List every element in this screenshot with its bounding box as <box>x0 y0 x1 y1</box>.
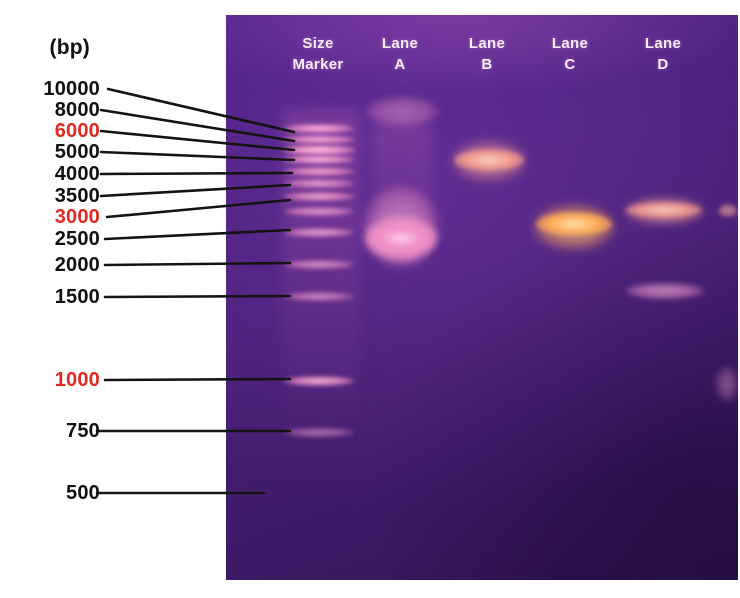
lane-header-line1: Lane <box>381 35 419 52</box>
lane-d-band-3000-edge-fragment <box>718 204 738 217</box>
ladder-band-1500 <box>284 292 354 301</box>
lane-header-line1: Size <box>302 35 334 52</box>
lane-header-line2: C <box>564 56 576 73</box>
marker-label-500: 500 <box>66 482 100 504</box>
ladder-band-1500-region <box>284 260 354 269</box>
ladder-band-3500 <box>284 179 354 188</box>
marker-label-1500: 1500 <box>54 286 100 308</box>
marker-label-1000: 1000 <box>54 369 100 391</box>
lane-header-line1: Lane <box>468 35 506 52</box>
ladder-band-2000 <box>284 228 354 237</box>
lane-b-band-5000 <box>454 149 524 171</box>
lane-header-c: Lane C <box>540 33 600 75</box>
lane-a-top-smear <box>366 97 438 127</box>
lane-d-band-3000 <box>626 202 702 218</box>
lane-header-d: Lane D <box>633 33 693 75</box>
lane-header-line2: Marker <box>292 56 344 73</box>
marker-label-6000: 6000 <box>54 120 100 142</box>
gel-panel: Size Marker Lane A Lane B Lane C Lane D <box>226 15 738 580</box>
lane-header-line2: A <box>394 56 406 73</box>
ladder-band-5000 <box>284 155 354 164</box>
lane-c-band-3000 <box>536 212 612 236</box>
ladder-band-8000 <box>284 135 354 144</box>
lane-header-line2: D <box>657 56 669 73</box>
lane-a-band-core <box>368 223 434 253</box>
lane-header-line1: Lane <box>551 35 589 52</box>
lane-header-a: Lane A <box>370 33 430 75</box>
lane-header-line1: Lane <box>644 35 682 52</box>
marker-label-4000: 4000 <box>54 163 100 185</box>
ladder-band-750 <box>284 428 354 437</box>
lane-header-b: Lane B <box>457 33 517 75</box>
marker-label-3500: 3500 <box>54 185 100 207</box>
ladder-band-1000 <box>284 376 354 386</box>
marker-label-5000: 5000 <box>54 141 100 163</box>
marker-label-2500: 2500 <box>54 228 100 250</box>
lane-header-line2: B <box>481 56 493 73</box>
marker-label-8000: 8000 <box>54 99 100 121</box>
marker-label-2000: 2000 <box>54 254 100 276</box>
ladder-band-4000 <box>284 167 354 176</box>
ladder-band-3000 <box>284 192 354 201</box>
ladder-band-10000 <box>284 124 354 133</box>
marker-label-3000: 3000 <box>54 206 100 228</box>
marker-label-10000: 10000 <box>43 78 100 100</box>
ladder-band-6000 <box>283 145 355 155</box>
ladder-band-2500 <box>284 207 354 216</box>
ladder-lane-haze <box>282 110 360 450</box>
lane-header-size-marker: Size Marker <box>278 33 358 75</box>
lane-d-band-1500 <box>626 283 704 299</box>
marker-label-750: 750 <box>66 420 100 442</box>
axis-unit-label: (bp) <box>49 36 90 59</box>
lane-d-edge-smudge <box>716 367 738 401</box>
